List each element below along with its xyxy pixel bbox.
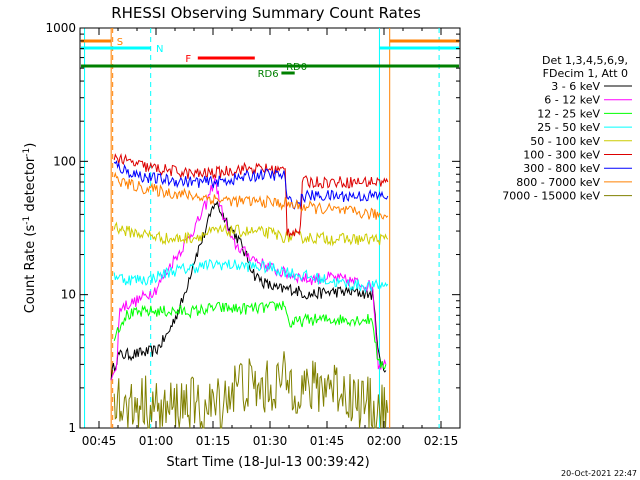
flag-label-2: N: [156, 44, 163, 55]
x-tick-label-5: 02:00: [367, 434, 402, 448]
y-tick-label-1: 10: [61, 288, 76, 302]
legend-header-0: Det 1,3,4,5,6,9,: [542, 54, 628, 67]
x-tick-label-3: 01:30: [253, 434, 288, 448]
x-tick-label-6: 02:15: [424, 434, 459, 448]
axes: 00:45 01:00 01:15 01:30 01:45 02:00 02:15 1 10 10…: [45, 21, 461, 448]
x-tick-label-0: 00:45: [82, 434, 117, 448]
chart-title: RHESSI Observing Summary Count Rates: [111, 4, 421, 22]
y-axis-label-sup2: -1: [22, 148, 32, 157]
series-line-1: [110, 176, 387, 381]
legend-label-5: 100 - 300 keV: [523, 149, 600, 162]
y-tick-label-3: 1000: [45, 21, 76, 35]
y-axis-label-close: ): [23, 143, 38, 148]
legend-label-2: 12 - 25 keV: [537, 107, 600, 120]
y-axis-label-sup: -1: [22, 216, 32, 225]
y-axis-label-main: Count Rate (s: [23, 225, 38, 314]
series-line-2: [113, 300, 387, 370]
legend-label-0: 3 - 6 keV: [551, 80, 600, 93]
x-tick-label-2: 01:15: [196, 434, 231, 448]
y-tick-label-2: 100: [53, 154, 76, 168]
flag-bars: S N F RD6 RD0: [81, 37, 459, 80]
series-line-5: [113, 153, 389, 238]
legend-label-8: 7000 - 15000 keV: [502, 190, 600, 203]
x-axis-label: Start Time (18-Jul-13 00:39:42): [166, 455, 369, 470]
y-tick-label-0: 1: [68, 421, 76, 435]
legend-header-1: FDecim 1, Att 0: [543, 67, 628, 80]
x-tick-label-4: 01:45: [310, 434, 345, 448]
series-line-6: [113, 160, 389, 210]
y-axis-label-rest: detector: [23, 156, 38, 216]
legend-label-3: 25 - 50 keV: [537, 121, 600, 134]
x-tick-label-1: 01:00: [139, 434, 174, 448]
series-line-7: [113, 171, 389, 220]
series-layer: [110, 153, 389, 429]
series-line-4: [113, 221, 389, 247]
legend-label-6: 300 - 800 keV: [523, 162, 600, 175]
flag-label-6: RD0: [286, 62, 307, 73]
legend-label-7: 800 - 7000 keV: [516, 176, 600, 189]
flag-label-4: F: [185, 54, 191, 65]
timestamp: 20-Oct-2021 22:47: [561, 469, 637, 478]
y-axis-label: Count Rate (s-1 detector-1): [22, 143, 38, 314]
legend-label-4: 50 - 100 keV: [530, 135, 600, 148]
series-line-0: [110, 200, 387, 380]
flag-label-5: RD6: [258, 69, 279, 80]
legend: Det 1,3,4,5,6,9,FDecim 1, Att 03 - 6 keV…: [502, 54, 632, 203]
series-line-3: [113, 258, 389, 294]
vertical-markers: [84, 28, 440, 428]
series-line-8: [113, 351, 389, 429]
legend-label-1: 6 - 12 keV: [544, 94, 600, 107]
flag-label-0: S: [117, 37, 123, 48]
